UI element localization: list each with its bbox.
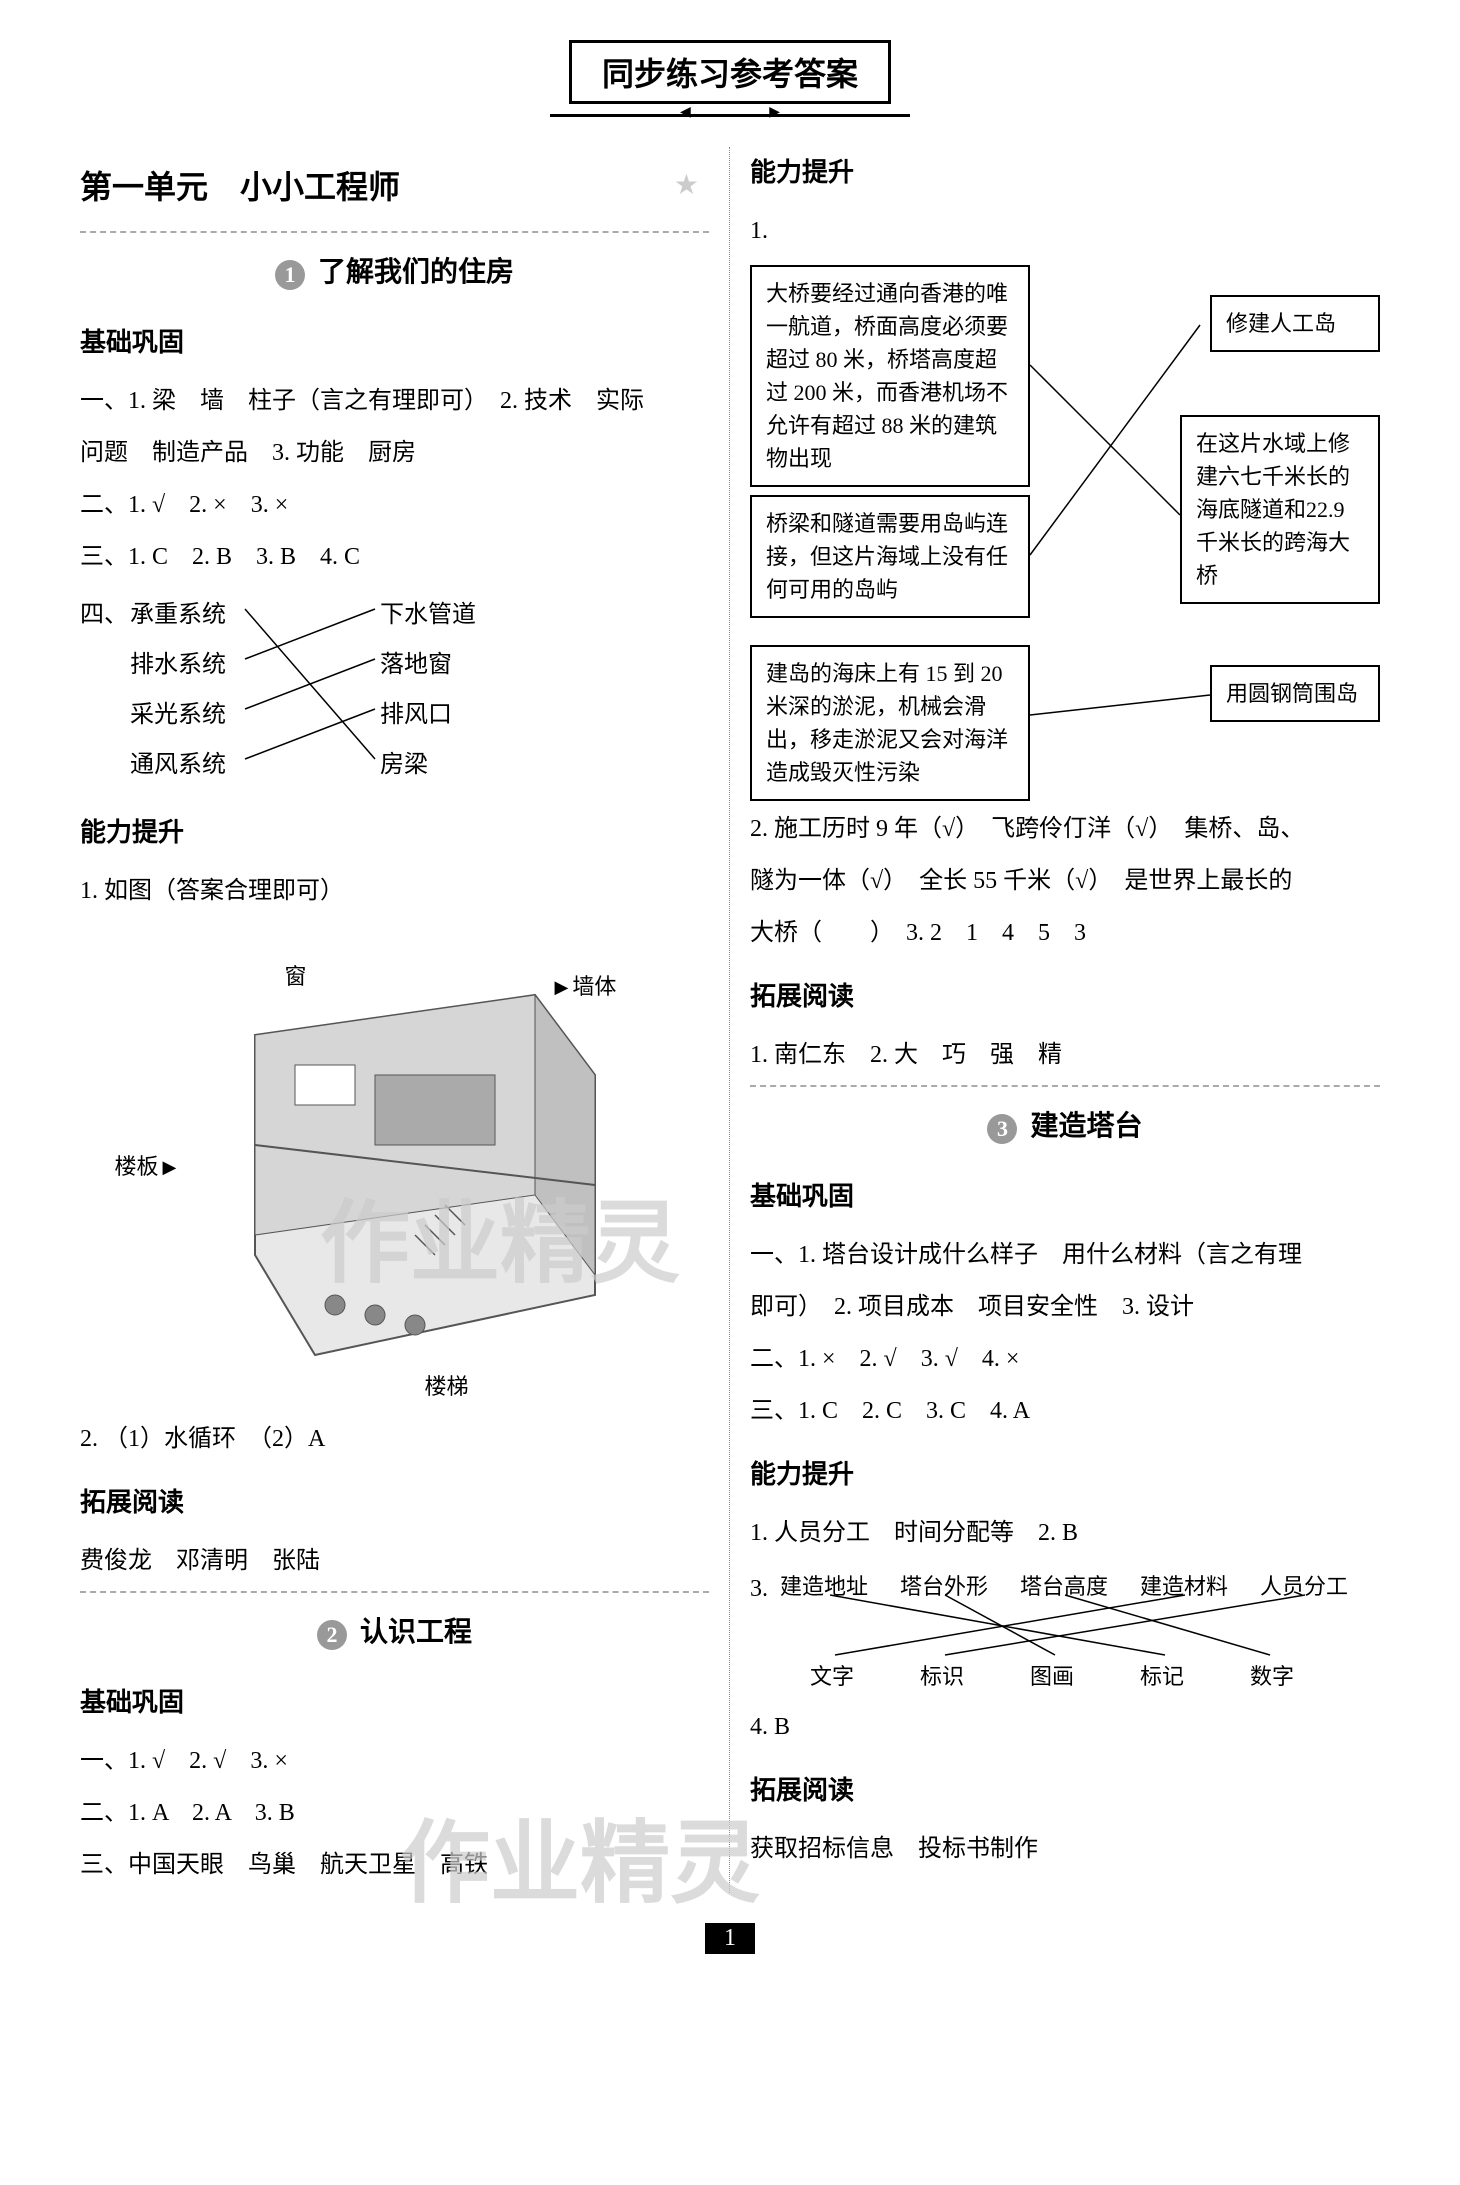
answer-line: 二、1. A 2. A 3. B	[80, 1789, 709, 1837]
section-2-title: 2 认识工程	[80, 1605, 709, 1661]
diagram-box-r3: 用圆钢筒围岛	[1210, 665, 1380, 722]
house-figure: 窗 ▶墙体 楼板▶ 楼梯	[115, 935, 675, 1395]
match-left-3: 采光系统	[130, 691, 226, 739]
match-bot-3: 图画	[1030, 1655, 1074, 1699]
match-label: 四、	[80, 591, 128, 639]
answer-line: 2. （1）水循环 （2）A	[80, 1415, 709, 1463]
title-underline	[550, 114, 910, 117]
answer-line: 1. 人员分工 时间分配等 2. B	[750, 1509, 1380, 1557]
answer-line: 2. 施工历时 9 年（√） 飞跨伶仃洋（√） 集桥、岛、	[750, 805, 1380, 853]
match-right-3: 排风口	[380, 691, 452, 739]
label-window: 窗	[285, 955, 307, 999]
match-top-4: 建造材料	[1140, 1565, 1228, 1609]
diagram-box-2: 桥梁和隧道需要用岛屿连接，但这片海域上没有任何可用的岛屿	[750, 495, 1030, 618]
left-column: 第一单元 小小工程师 ★ 1 了解我们的住房 基础巩固 一、1. 梁 墙 柱子（…	[60, 147, 730, 1893]
diagram-box-r2: 在这片水域上修建六七千米长的海底隧道和22.9千米长的跨海大桥	[1180, 415, 1380, 604]
star-icon: ★	[674, 158, 699, 214]
answer-line: 一、1. 塔台设计成什么样子 用什么材料（言之有理	[750, 1231, 1380, 1279]
section-number-badge: 3	[987, 1114, 1017, 1144]
section-title-text: 建造塔台	[1030, 1111, 1142, 1142]
label-floor: 楼板▶	[115, 1145, 177, 1189]
match-bot-1: 文字	[810, 1655, 854, 1699]
match-top-3: 塔台高度	[1020, 1565, 1108, 1609]
answer-line: 二、1. √ 2. × 3. ×	[80, 481, 709, 529]
match-top-2: 塔台外形	[900, 1565, 988, 1609]
match-right-4: 房梁	[380, 741, 428, 789]
answer-line: 一、1. 梁 墙 柱子（言之有理即可） 2. 技术 实际	[80, 377, 709, 425]
answer-line: 即可） 2. 项目成本 项目安全性 3. 设计	[750, 1283, 1380, 1331]
answer-line: 三、1. C 2. C 3. C 4. A	[750, 1387, 1380, 1435]
answer-line: 4. B	[750, 1703, 1380, 1751]
match-top-5: 人员分工	[1260, 1565, 1348, 1609]
label-wall: ▶墙体	[555, 965, 617, 1009]
divider	[80, 231, 709, 233]
divider	[750, 1085, 1380, 1087]
match-bot-2: 标识	[920, 1655, 964, 1699]
match-label: 3.	[750, 1565, 768, 1613]
page-number: 1	[705, 1923, 755, 1954]
section-title-text: 了解我们的住房	[318, 257, 514, 288]
ability-heading: 能力提升	[80, 807, 709, 859]
answer-line: 问题 制造产品 3. 功能 厨房	[80, 429, 709, 477]
ability-heading: 能力提升	[750, 147, 1380, 199]
diagram-label: 1.	[750, 207, 1380, 255]
answer-line: 一、1. √ 2. √ 3. ×	[80, 1737, 709, 1785]
diagram-box-3: 建岛的海床上有 15 到 20 米深的淤泥，机械会滑出，移走淤泥又会对海洋造成毁…	[750, 645, 1030, 801]
section-3-title: 3 建造塔台	[750, 1099, 1380, 1155]
answer-line: 获取招标信息 投标书制作	[750, 1825, 1380, 1873]
section-1-title: 1 了解我们的住房	[80, 245, 709, 301]
match-bot-4: 标记	[1140, 1655, 1184, 1699]
match-left-1: 承重系统	[130, 591, 226, 639]
main-title: 同步练习参考答案	[569, 40, 891, 104]
answer-line: 三、中国天眼 鸟巢 航天卫星 高铁	[80, 1841, 709, 1889]
diagram-box-1: 大桥要经过通向香港的唯一航道，桥面高度必须要超过 80 米，桥塔高度超过 200…	[750, 265, 1030, 487]
answer-line: 二、1. × 2. √ 3. √ 4. ×	[750, 1335, 1380, 1383]
answer-line: 隧为一体（√） 全长 55 千米（√） 是世界上最长的	[750, 857, 1380, 905]
answer-line: 费俊龙 邓清明 张陆	[80, 1537, 709, 1585]
ext-heading: 拓展阅读	[750, 1765, 1380, 1817]
match-left-4: 通风系统	[130, 741, 226, 789]
basic-heading: 基础巩固	[80, 317, 709, 369]
bridge-diagram: 大桥要经过通向香港的唯一航道，桥面高度必须要超过 80 米，桥塔高度超过 200…	[750, 265, 1380, 785]
unit-heading: 第一单元 小小工程师	[80, 155, 400, 219]
ext-heading: 拓展阅读	[80, 1477, 709, 1529]
ext-heading: 拓展阅读	[750, 971, 1380, 1023]
section-number-badge: 1	[275, 260, 305, 290]
answer-line: 三、1. C 2. B 3. B 4. C	[80, 533, 709, 581]
diagram-box-r1: 修建人工岛	[1210, 295, 1380, 352]
basic-heading: 基础巩固	[80, 1677, 709, 1729]
section-number-badge: 2	[317, 1620, 347, 1650]
matching-q4: 四、 承重系统 排水系统 采光系统 通风系统 下水管道 落地窗 排风口 房梁	[80, 591, 709, 791]
divider	[80, 1591, 709, 1593]
basic-heading: 基础巩固	[750, 1171, 1380, 1223]
match-bot-5: 数字	[1250, 1655, 1294, 1699]
right-column: 能力提升 1. 大桥要经过通向香港的唯一航道，桥面高度必须要超过 80 米，桥塔…	[730, 147, 1400, 1893]
match-right-2: 落地窗	[380, 641, 452, 689]
label-stairs: 楼梯	[425, 1365, 469, 1409]
answer-line: 1. 南仁东 2. 大 巧 强 精	[750, 1031, 1380, 1079]
match-top-1: 建造地址	[780, 1565, 868, 1609]
answer-line: 大桥（ ） 3. 2 1 4 5 3	[750, 909, 1380, 957]
matching-q3: 3. 建造地址 塔台外形 塔台高度 建造材料 人员分工 文字 标识 图画 标记 …	[750, 1565, 1380, 1695]
answer-line: 1. 如图（答案合理即可）	[80, 867, 709, 915]
ability-heading: 能力提升	[750, 1449, 1380, 1501]
section-title-text: 认识工程	[360, 1617, 472, 1648]
match-left-2: 排水系统	[130, 641, 226, 689]
match-right-1: 下水管道	[380, 591, 476, 639]
